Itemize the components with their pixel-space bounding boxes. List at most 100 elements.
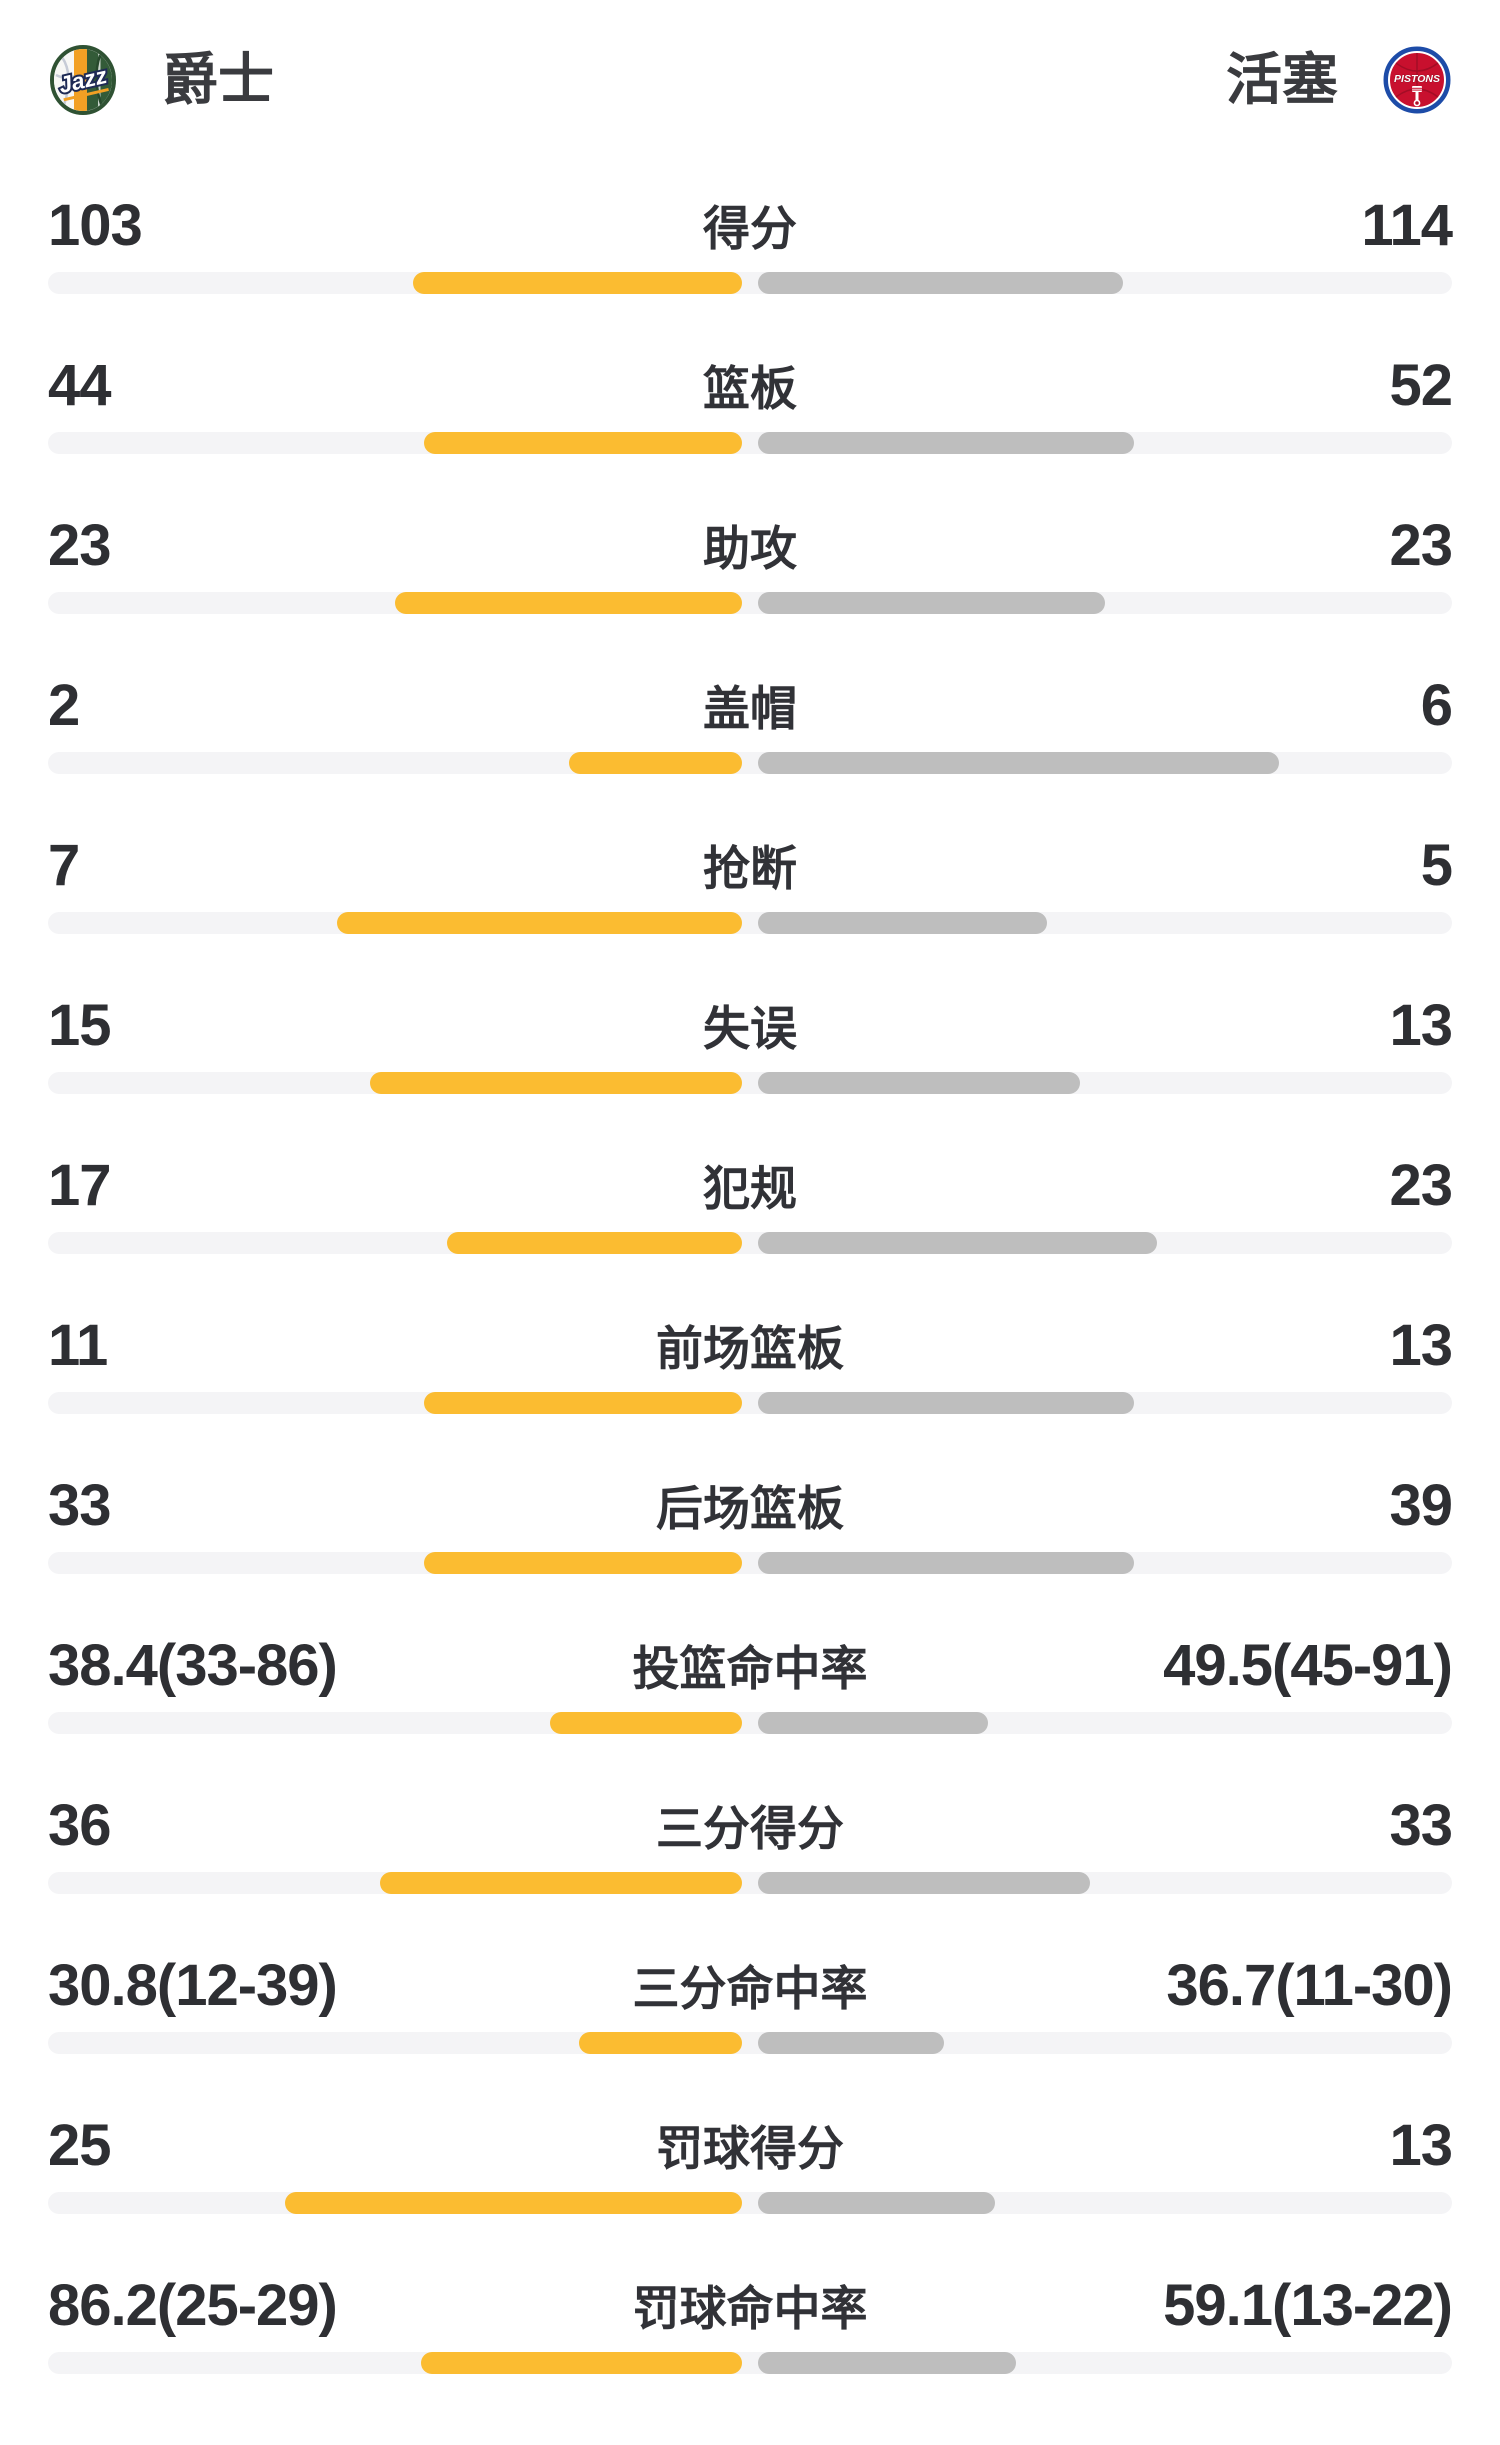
home-stat-bar bbox=[370, 1072, 742, 1094]
home-stat-value: 25 bbox=[48, 2113, 112, 2178]
home-stat-value: 36 bbox=[48, 1793, 112, 1858]
stat-label: 助攻 bbox=[703, 522, 797, 575]
stat-row: 25 罚球得分 13 bbox=[48, 2113, 1453, 2275]
stat-row: 86.2(25-29) 罚球命中率 59.1(13-22) bbox=[48, 2273, 1453, 2435]
stat-row: 103 得分 114 bbox=[48, 193, 1453, 355]
home-stat-bar bbox=[568, 752, 742, 774]
stat-row: 36 三分得分 33 bbox=[48, 1793, 1453, 1955]
home-stat-value: 2 bbox=[48, 673, 80, 738]
stat-text-line: 44 篮板 52 bbox=[48, 353, 1453, 418]
stat-row: 23 助攻 23 bbox=[48, 515, 1453, 675]
stat-label: 前场篮板 bbox=[656, 1322, 844, 1375]
stat-label: 三分得分 bbox=[656, 1802, 844, 1855]
home-stat-value: 30.8(12-39) bbox=[48, 1953, 338, 2018]
stat-text-line: 11 前场篮板 13 bbox=[48, 1313, 1453, 1378]
stat-bar-track bbox=[48, 272, 1452, 294]
stat-bar-track bbox=[48, 1072, 1452, 1094]
home-stat-bar bbox=[423, 1392, 742, 1414]
home-stat-bar bbox=[412, 272, 742, 294]
stat-row: 38.4(33-86) 投篮命中率 49.5(45-91) bbox=[48, 1633, 1453, 1795]
stat-row: 33 后场篮板 39 bbox=[48, 1473, 1453, 1635]
stat-label: 后场篮板 bbox=[656, 1482, 844, 1535]
stat-text-line: 15 失误 13 bbox=[48, 993, 1453, 1058]
stat-row: 17 犯规 23 bbox=[48, 1153, 1453, 1315]
stat-label: 抢断 bbox=[703, 842, 797, 895]
away-stat-bar bbox=[758, 1712, 988, 1734]
away-stat-value: 33 bbox=[1389, 1793, 1453, 1858]
away-stat-bar bbox=[758, 1232, 1158, 1254]
stat-label: 失误 bbox=[703, 1002, 797, 1055]
away-stat-value: 39 bbox=[1389, 1473, 1453, 1538]
team-stats-panel: Jazz 爵士 活塞 PISTONS bbox=[0, 45, 1500, 2445]
teams-header: Jazz 爵士 活塞 PISTONS bbox=[48, 45, 1452, 115]
home-team-name[interactable]: 爵士 bbox=[162, 48, 274, 111]
home-stat-value: 17 bbox=[48, 1153, 112, 1218]
home-stat-value: 103 bbox=[48, 193, 143, 258]
stat-label: 篮板 bbox=[703, 362, 797, 415]
home-stat-value: 15 bbox=[48, 993, 112, 1058]
pistons-logo-icon[interactable]: PISTONS bbox=[1382, 45, 1452, 115]
stat-bar-track bbox=[48, 2032, 1452, 2054]
away-stat-value: 13 bbox=[1389, 993, 1453, 1058]
stat-bar-track bbox=[48, 592, 1452, 614]
stat-row: 30.8(12-39) 三分命中率 36.7(11-30) bbox=[48, 1953, 1453, 2115]
home-stat-value: 33 bbox=[48, 1473, 112, 1538]
stat-row: 2 盖帽 6 bbox=[48, 673, 1453, 835]
away-stat-value: 13 bbox=[1389, 2113, 1453, 2178]
stat-label: 犯规 bbox=[703, 1162, 797, 1215]
stat-text-line: 23 助攻 23 bbox=[48, 515, 1453, 577]
home-team-header[interactable]: Jazz 爵士 bbox=[48, 45, 274, 115]
away-stat-value: 23 bbox=[1389, 1153, 1453, 1218]
stat-label: 得分 bbox=[703, 202, 797, 255]
stat-text-line: 103 得分 114 bbox=[48, 193, 1453, 258]
stat-label: 罚球命中率 bbox=[632, 2282, 868, 2335]
home-stat-value: 7 bbox=[48, 833, 80, 898]
stat-label: 三分命中率 bbox=[632, 1962, 868, 2015]
away-team-header[interactable]: 活塞 PISTONS bbox=[1226, 45, 1452, 115]
home-stat-bar bbox=[423, 1552, 742, 1574]
away-stat-bar bbox=[758, 1392, 1134, 1414]
stat-text-line: 17 犯规 23 bbox=[48, 1153, 1453, 1218]
home-stat-bar bbox=[578, 2032, 742, 2054]
away-stat-value: 6 bbox=[1420, 673, 1453, 738]
home-stat-value: 38.4(33-86) bbox=[48, 1633, 338, 1698]
away-stat-bar bbox=[758, 752, 1279, 774]
stat-bar-track bbox=[48, 1712, 1452, 1734]
away-stat-value: 59.1(13-22) bbox=[1163, 2273, 1453, 2338]
stat-bar-track bbox=[48, 1872, 1452, 1894]
stat-text-line: 2 盖帽 6 bbox=[48, 673, 1453, 738]
away-stat-bar bbox=[758, 1872, 1090, 1894]
away-stat-bar bbox=[758, 592, 1105, 614]
stat-bar-track bbox=[48, 1232, 1452, 1254]
away-stat-value: 13 bbox=[1389, 1313, 1453, 1378]
stat-text-line: 36 三分得分 33 bbox=[48, 1793, 1453, 1858]
stat-label: 投篮命中率 bbox=[632, 1642, 868, 1695]
stat-bar-track bbox=[48, 752, 1452, 774]
stats-list: 103 得分 114 44 篮板 52 23 助攻 23 bbox=[48, 193, 1453, 2435]
away-team-name[interactable]: 活塞 bbox=[1226, 48, 1338, 111]
stat-row: 11 前场篮板 13 bbox=[48, 1313, 1453, 1475]
jazz-logo-icon[interactable]: Jazz bbox=[48, 45, 118, 115]
away-stat-bar bbox=[758, 1552, 1134, 1574]
stat-bar-track bbox=[48, 2192, 1452, 2214]
stat-bar-track bbox=[48, 1392, 1452, 1414]
stat-text-line: 30.8(12-39) 三分命中率 36.7(11-30) bbox=[48, 1953, 1453, 2018]
away-stat-bar bbox=[758, 912, 1048, 934]
away-stat-bar bbox=[758, 2032, 945, 2054]
stat-row: 7 抢断 5 bbox=[48, 833, 1453, 995]
away-stat-value: 5 bbox=[1420, 833, 1453, 898]
stat-label: 盖帽 bbox=[703, 682, 797, 735]
stat-bar-track bbox=[48, 432, 1452, 454]
stat-row: 15 失误 13 bbox=[48, 993, 1453, 1155]
stat-text-line: 25 罚球得分 13 bbox=[48, 2113, 1453, 2178]
away-stat-bar bbox=[758, 1072, 1081, 1094]
away-stat-value: 52 bbox=[1389, 353, 1453, 418]
home-stat-bar bbox=[285, 2192, 742, 2214]
home-stat-value: 11 bbox=[48, 1313, 108, 1378]
home-stat-value: 44 bbox=[48, 353, 112, 418]
stat-bar-track bbox=[48, 2352, 1452, 2374]
home-stat-bar bbox=[337, 912, 742, 934]
home-stat-bar bbox=[379, 1872, 742, 1894]
home-stat-bar bbox=[395, 592, 742, 614]
stat-text-line: 33 后场篮板 39 bbox=[48, 1473, 1453, 1538]
